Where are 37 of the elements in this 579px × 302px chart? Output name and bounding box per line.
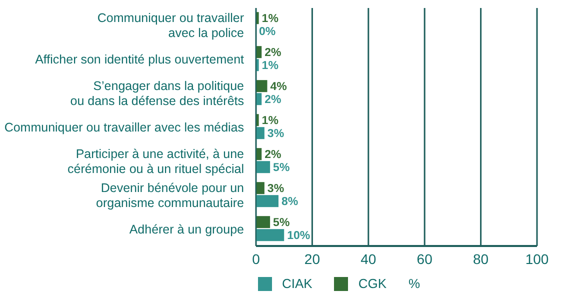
data-label: 2% xyxy=(264,94,282,106)
bar xyxy=(256,216,270,228)
data-label: 10% xyxy=(287,230,310,242)
bar xyxy=(256,161,270,174)
legend-label: CIAK xyxy=(282,276,312,291)
data-label: 3% xyxy=(267,183,284,196)
x-tick-label: 100 xyxy=(525,250,549,267)
bar xyxy=(256,182,264,194)
data-label: 1% xyxy=(262,13,278,26)
bar xyxy=(256,195,278,208)
y-tick-label: Afficher son identité plus ouvertement xyxy=(35,52,245,66)
y-tick-label: S’engager dans la politique ou dans la défense des intérêts xyxy=(70,78,244,108)
data-label: 1% xyxy=(262,115,278,128)
data-label: 0% xyxy=(259,26,276,38)
y-tick-label: Adhérer à un groupe xyxy=(129,222,244,236)
legend-label: CGK xyxy=(358,276,387,291)
data-label: 1% xyxy=(262,60,278,72)
data-label: 2% xyxy=(264,47,282,60)
data-label: 5% xyxy=(273,217,290,230)
y-tick-label: Participer à une activité, à une cérémonie ou à un rituel spécial xyxy=(68,146,244,176)
data-label: 2% xyxy=(264,149,282,162)
data-label: 3% xyxy=(267,128,284,140)
x-tick-label: 0 xyxy=(252,250,260,267)
bar xyxy=(256,127,264,140)
data-label: 4% xyxy=(270,81,287,94)
x-axis-title: % xyxy=(408,276,420,291)
y-tick-label: Devenir bénévole pour un organisme communautaire xyxy=(96,180,244,210)
data-label: 5% xyxy=(273,162,290,174)
y-tick-label: Communiquer ou travailler avec les médias xyxy=(4,120,244,134)
x-tick-label: 20 xyxy=(304,250,320,267)
x-tick-label: 40 xyxy=(360,250,376,267)
y-tick-label: Communiquer ou travailler avec la police xyxy=(97,10,244,40)
bar xyxy=(256,80,268,92)
data-label: 8% xyxy=(281,196,298,208)
x-tick-label: 80 xyxy=(473,250,489,267)
x-tick-label: 60 xyxy=(416,250,433,267)
bar xyxy=(256,229,284,242)
